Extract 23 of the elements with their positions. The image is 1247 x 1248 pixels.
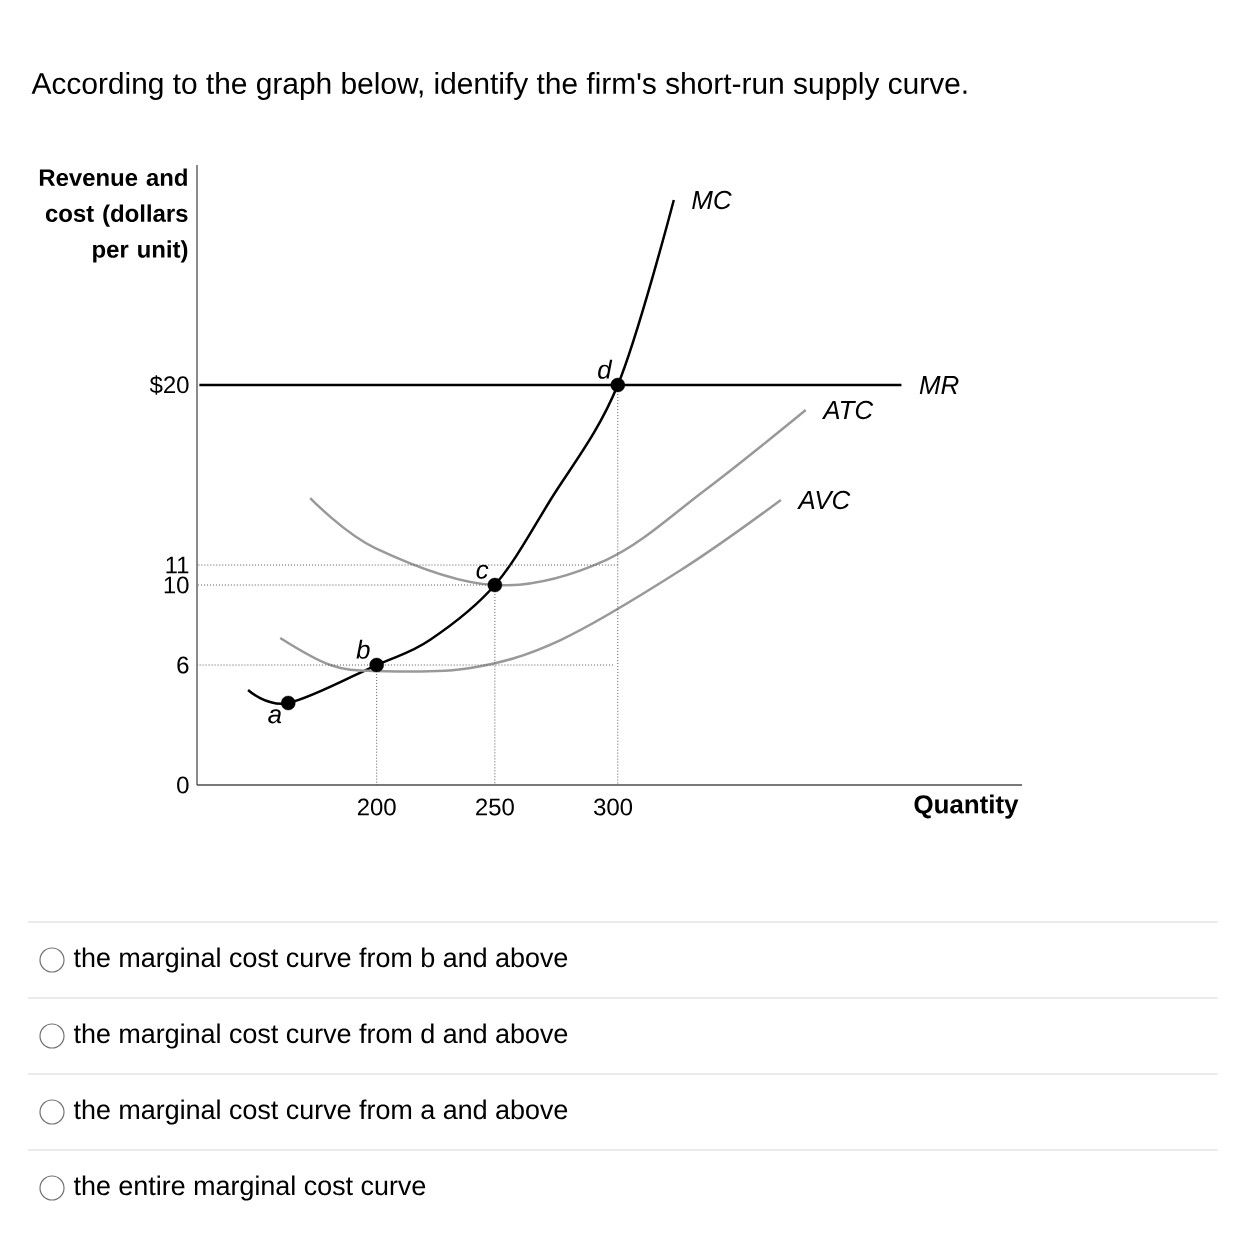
y-tick-label: 10 <box>164 576 189 594</box>
y-tick-label: 11 <box>166 556 189 574</box>
annotation: b <box>356 639 370 659</box>
series-label: AVC <box>797 490 851 510</box>
text: the marginal cost curve from d and above <box>73 1023 568 1049</box>
annotation: a <box>268 709 282 724</box>
x-tick-label: 250 <box>476 798 514 816</box>
series-label: MC <box>692 190 732 210</box>
x-tick-label: 200 <box>357 798 396 816</box>
y-tick-label: 0 <box>177 776 189 794</box>
x-tick-label: 300 <box>594 798 633 816</box>
series-label: MR <box>919 376 959 394</box>
y-axis-title: Revenue and cost (dollars per unit) <box>39 168 188 263</box>
x-axis-title: Quantity <box>914 794 1019 819</box>
y-tick-label: $20 <box>149 375 189 395</box>
annotation: d <box>598 359 613 379</box>
series-label: ATC <box>821 400 874 420</box>
text: the marginal cost curve from a and above <box>73 1099 568 1125</box>
annotation: c <box>476 564 489 579</box>
chart-title: According to the graph below, identify the firm's short-run supply curve. <box>31 72 967 100</box>
text: the entire marginal cost curve <box>73 1175 426 1201</box>
y-tick-label: 6 <box>177 656 189 674</box>
text: the marginal cost curve from b and above <box>73 947 568 973</box>
